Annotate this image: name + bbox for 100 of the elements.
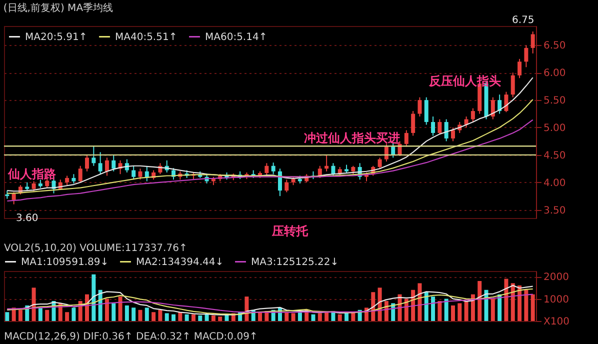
- annotation: 冲过仙人指头买进: [304, 131, 400, 145]
- candlestick: [450, 126, 455, 142]
- candlestick: [384, 143, 388, 162]
- bar: [211, 315, 216, 321]
- bar: [530, 294, 535, 321]
- y-tick-label: 6.50: [544, 40, 566, 52]
- y-tick-label: 4.00: [544, 178, 566, 189]
- bar: [72, 308, 76, 321]
- y-tick-label: 1000: [544, 294, 569, 306]
- bar: [510, 283, 515, 321]
- candlestick: [112, 154, 116, 172]
- bar: [524, 290, 528, 321]
- bar: [124, 305, 129, 321]
- candlestick: [331, 162, 336, 176]
- bar: [204, 314, 209, 321]
- bar: [444, 298, 448, 321]
- text: MACD(12,26,9) DIF:0.36↑ DEA:0.32↑ MACD:0.09↑: [4, 332, 258, 342]
- candlestick: [418, 96, 422, 118]
- candlestick: [271, 162, 276, 175]
- candlestick: [138, 168, 142, 180]
- bar: [311, 314, 316, 321]
- bar: [291, 313, 296, 321]
- candlestick: [104, 157, 109, 176]
- chart-title: (日线,前复权) MA季均线: [3, 2, 114, 14]
- candlestick: [404, 130, 408, 148]
- bar: [32, 288, 36, 321]
- candlestick: [132, 165, 136, 180]
- bar: [45, 310, 50, 321]
- candlestick: [524, 44, 528, 68]
- bar: [344, 313, 349, 321]
- line-series: [6, 119, 534, 202]
- candlestick: [78, 165, 82, 183]
- bar: [158, 310, 162, 321]
- bar: [438, 301, 442, 321]
- bar: [104, 298, 109, 321]
- bar: [298, 312, 302, 321]
- candlestick: [431, 116, 436, 136]
- bar: [144, 308, 149, 321]
- chart-title: VOL2(5,10,20) VOLUME:117337.76↑: [4, 243, 188, 254]
- bar: [191, 314, 196, 321]
- bar: [138, 310, 142, 321]
- candlestick: [438, 118, 442, 135]
- bar: [318, 313, 322, 321]
- bar: [418, 283, 422, 321]
- bar: [431, 296, 436, 321]
- bar: [172, 314, 176, 321]
- candlestick: [470, 108, 475, 122]
- candlestick: [504, 91, 508, 113]
- bar: [458, 303, 462, 321]
- text: 6.75: [512, 15, 534, 26]
- y-tick-label: 6.00: [544, 68, 566, 80]
- candlestick: [72, 174, 76, 184]
- candlestick: [510, 72, 515, 98]
- annotation: 仙人指路: [7, 167, 57, 181]
- bar: [152, 312, 156, 321]
- candlestick: [324, 154, 329, 172]
- candlestick: [12, 192, 16, 205]
- bar: [424, 292, 428, 321]
- bar: [178, 312, 182, 321]
- y-tick-label: X100: [544, 316, 570, 328]
- candlestick: [278, 168, 282, 197]
- candlestick: [85, 154, 90, 172]
- bar: [65, 312, 70, 321]
- y-tick-label: 5.50: [544, 96, 566, 107]
- candlestick: [424, 96, 428, 126]
- candlestick: [411, 110, 416, 136]
- bar: [470, 294, 475, 321]
- candlestick: [98, 152, 102, 175]
- y-tick-label: 4.50: [544, 150, 566, 162]
- y-tick-label: 5.00: [544, 122, 566, 134]
- bar: [112, 303, 116, 321]
- bar: [218, 316, 222, 321]
- bar: [338, 314, 342, 321]
- legend-label: MA3:125125.22↓: [251, 256, 339, 268]
- candlestick: [490, 96, 495, 120]
- bar: [118, 296, 122, 321]
- bar: [198, 315, 202, 321]
- candlestick: [444, 118, 448, 142]
- bar: [164, 313, 169, 321]
- bar: [92, 274, 96, 321]
- y-tick-label: 3.50: [544, 205, 566, 216]
- candlestick: [391, 142, 396, 158]
- text: 压转托: [271, 224, 309, 238]
- candlestick: [92, 145, 96, 166]
- bar: [504, 278, 508, 321]
- bar: [5, 312, 10, 321]
- candlestick: [65, 175, 70, 186]
- bar: [18, 310, 22, 321]
- bar: [490, 298, 495, 321]
- annotation: 3.60: [16, 213, 38, 224]
- legend-label: MA20:5.91↑: [25, 32, 88, 43]
- candlestick: [264, 162, 269, 176]
- bar: [132, 308, 136, 321]
- candlestick: [518, 58, 522, 79]
- candlestick: [284, 179, 289, 193]
- bar: [484, 290, 488, 321]
- bar: [324, 312, 329, 321]
- bar: [498, 294, 502, 321]
- bar: [184, 314, 189, 321]
- legend-label: MA60:5.14↑: [205, 32, 268, 43]
